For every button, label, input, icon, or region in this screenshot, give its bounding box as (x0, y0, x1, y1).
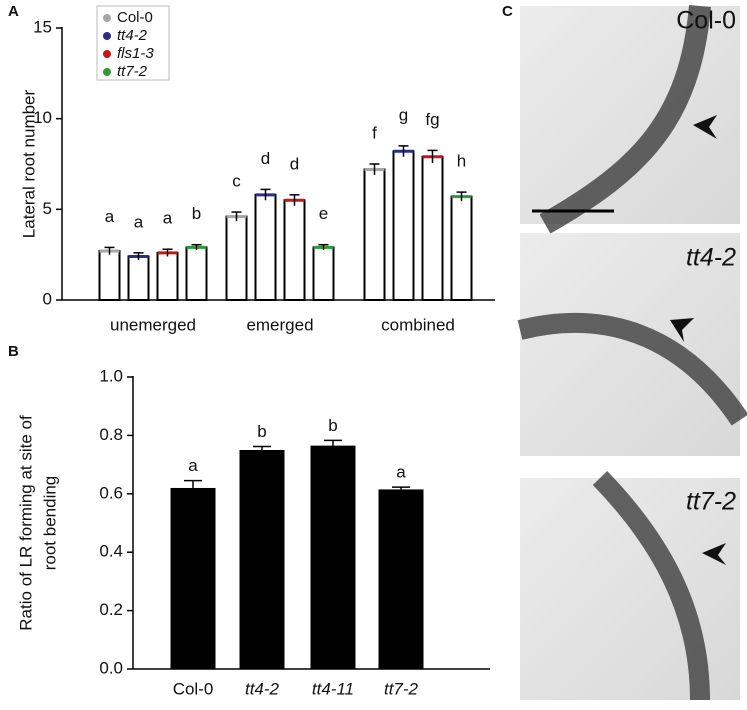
arrowhead (693, 115, 717, 139)
image-label: tt7-2 (686, 488, 736, 516)
significance-letter: b (328, 416, 337, 435)
bar (185, 246, 208, 301)
significance-letter: d (290, 154, 299, 173)
y-tick-label: 5 (43, 199, 52, 218)
panel-label: B (8, 343, 19, 360)
y-tick-label: 0.0 (99, 658, 123, 677)
bar (254, 193, 277, 301)
micrographs (517, 5, 747, 701)
bar (225, 215, 248, 301)
bar (170, 487, 216, 669)
x-tick-label: combined (381, 315, 455, 334)
x-tick-label: tt4-11 (312, 679, 354, 698)
y-tick-label: 0.6 (99, 483, 123, 502)
significance-letter: d (261, 149, 270, 168)
root (592, 471, 710, 701)
legend-label: Col-0 (117, 9, 153, 26)
legend-marker (103, 14, 111, 22)
x-tick-label: Col-0 (173, 679, 214, 698)
root (517, 312, 747, 426)
significance-letter: c (232, 172, 241, 191)
significance-letter: a (396, 463, 406, 482)
legend-marker (103, 50, 111, 58)
legend-label: tt4-2 (117, 27, 148, 44)
panel-label: A (8, 3, 19, 20)
x-tick-label: tt7-2 (384, 679, 419, 698)
image-label: Col-0 (676, 7, 736, 35)
significance-letter: h (457, 152, 466, 171)
legend-marker (103, 32, 111, 40)
bar (98, 250, 121, 301)
x-tick-label: unemerged (110, 315, 196, 334)
image-label: tt4-2 (686, 244, 736, 272)
bar (421, 155, 444, 301)
image-frame (520, 6, 740, 224)
significance-letter: b (257, 422, 266, 441)
significance-letter: f (372, 123, 377, 142)
legend-label: fls1-3 (117, 45, 154, 62)
y-axis-label: Lateral root number (19, 89, 38, 238)
y-tick-label: 0.2 (99, 600, 123, 619)
y-axis-label: root bending (40, 476, 59, 571)
bar (312, 246, 335, 301)
y-tick-label: 10 (33, 108, 52, 127)
bar (127, 255, 150, 302)
legend-label: tt7-2 (117, 63, 148, 80)
significance-letter: g (399, 105, 408, 124)
legend-marker (103, 68, 111, 76)
y-tick-label: 15 (33, 17, 52, 36)
y-tick-label: 1.0 (99, 366, 123, 385)
arrowhead (670, 318, 694, 342)
bar (392, 150, 415, 301)
x-tick-label: emerged (246, 315, 313, 334)
image-frame (520, 233, 740, 456)
significance-letter: a (105, 207, 115, 226)
y-tick-label: 0.8 (99, 425, 123, 444)
significance-letter: a (163, 209, 173, 228)
bar (239, 450, 285, 669)
bar (156, 251, 179, 301)
x-tick-label: tt4-2 (245, 679, 280, 698)
bar (310, 445, 356, 669)
bar (283, 199, 306, 301)
significance-letter: e (319, 204, 328, 223)
bar (378, 489, 424, 669)
significance-letter: a (134, 212, 144, 231)
arrowhead (702, 543, 726, 565)
panel-label: C (502, 3, 513, 20)
bar (363, 168, 386, 301)
significance-letter: b (192, 204, 201, 223)
y-axis-label: Ratio of LR forming at site of (16, 415, 35, 631)
y-tick-label: 0.4 (99, 542, 123, 561)
y-tick-label: 0 (43, 289, 52, 308)
significance-letter: fg (425, 110, 439, 129)
root (539, 5, 711, 234)
bar (450, 195, 473, 301)
significance-letter: a (188, 456, 198, 475)
